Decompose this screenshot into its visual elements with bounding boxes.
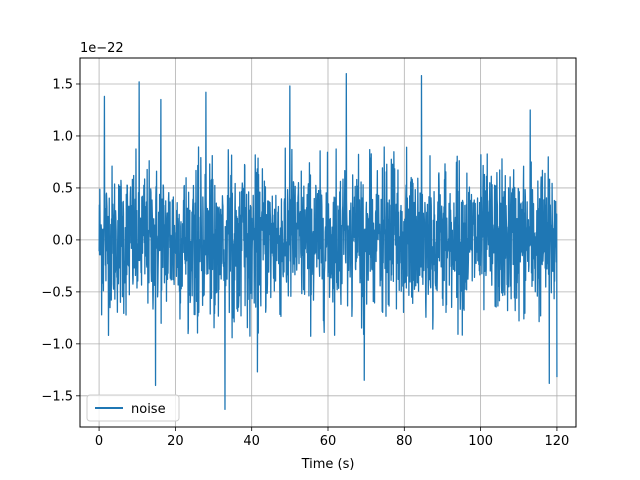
y-tick-label: −0.5	[41, 285, 73, 300]
x-tick-label: 120	[545, 434, 570, 449]
legend: noise	[86, 394, 180, 422]
y-tick-label: 0.5	[52, 181, 73, 196]
y-tick-label: 1.0	[52, 129, 73, 144]
x-tick-label: 40	[243, 434, 260, 449]
noise-line	[98, 72, 558, 410]
x-tick-label: 20	[167, 434, 184, 449]
x-tick-label: 100	[468, 434, 493, 449]
y-tick-label: −1.5	[41, 389, 73, 404]
x-tick-label: 80	[396, 434, 413, 449]
legend-label-noise: noise	[131, 402, 166, 417]
noise-series	[98, 72, 558, 410]
y-tick-label: 1.5	[52, 77, 73, 92]
x-tick-label: 60	[320, 434, 337, 449]
x-axis-ticks: 0 20 40 60 80 100 120	[95, 427, 569, 449]
x-tick-label: 0	[95, 434, 103, 449]
y-tick-label: −1.0	[41, 337, 73, 352]
x-axis-title: Time (s)	[301, 457, 355, 472]
legend-box	[86, 394, 180, 422]
y-tick-label: 0.0	[52, 233, 73, 248]
y-axis-offset-text: 1e−22	[80, 41, 124, 56]
y-axis-ticks: −1.5 −1.0 −0.5 0.0 0.5 1.0 1.5	[41, 77, 80, 404]
